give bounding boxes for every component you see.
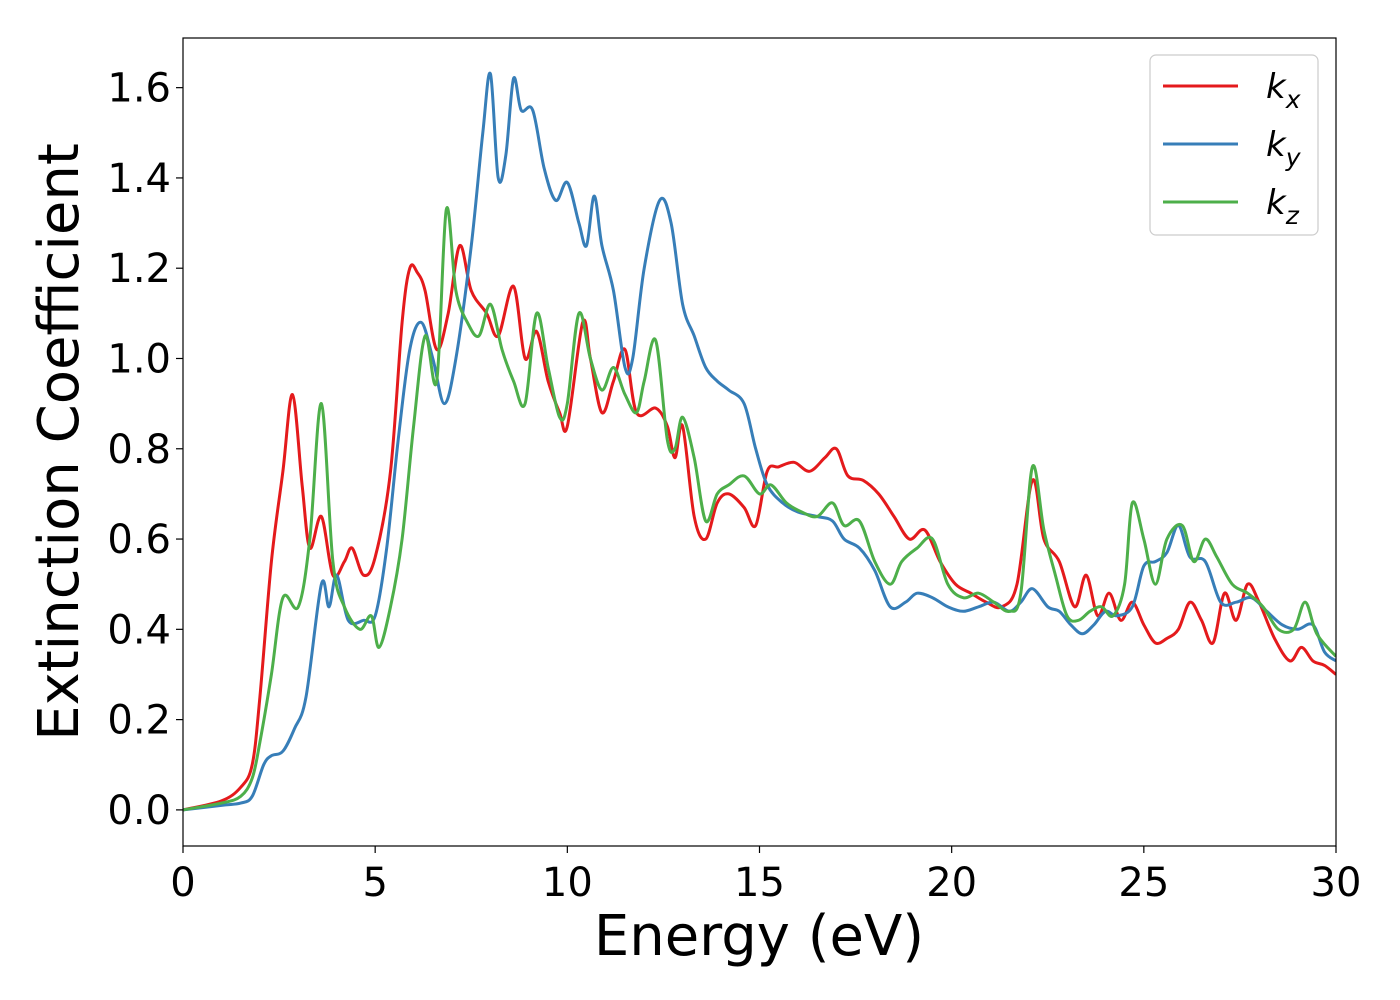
y-tick-label: 1.6 bbox=[107, 66, 171, 112]
series-line-ky bbox=[183, 71, 1336, 812]
x-tick-label: 15 bbox=[734, 860, 785, 906]
y-tick-label: 0.0 bbox=[107, 788, 171, 834]
x-tick-label: 10 bbox=[542, 860, 593, 906]
y-tick-label: 0.4 bbox=[107, 607, 171, 653]
x-tick-label: 5 bbox=[362, 860, 387, 906]
y-axis-label: Extinction Coefficient bbox=[27, 143, 92, 741]
y-tick-label: 0.2 bbox=[107, 698, 171, 744]
y-axis-ticks: 0.0 0.2 0.4 0.6 0.8 1.0 1.2 1.4 1.6 bbox=[107, 66, 183, 834]
y-tick-label: 1.2 bbox=[107, 246, 171, 292]
x-axis-label: Energy (eV) bbox=[594, 904, 924, 969]
x-tick-label: 30 bbox=[1311, 860, 1362, 906]
y-tick-label: 1.4 bbox=[107, 156, 171, 202]
x-tick-label: 0 bbox=[170, 860, 195, 906]
x-axis-ticks: 0 5 10 15 20 25 30 bbox=[170, 846, 1361, 906]
y-tick-label: 1.0 bbox=[107, 336, 171, 382]
y-tick-label: 0.8 bbox=[107, 427, 171, 473]
legend-label-ky: ky bbox=[1266, 125, 1302, 172]
plot-area bbox=[183, 38, 1336, 846]
legend: kx ky kz bbox=[1149, 54, 1319, 236]
legend-label-kx: kx bbox=[1266, 67, 1301, 114]
series-line-kz bbox=[183, 206, 1336, 812]
y-tick-label: 0.6 bbox=[107, 517, 171, 563]
series-line-kx bbox=[183, 244, 1336, 812]
x-tick-label: 25 bbox=[1118, 860, 1169, 906]
legend-label-kz: kz bbox=[1266, 183, 1300, 230]
x-tick-label: 20 bbox=[926, 860, 977, 906]
series-layer bbox=[183, 71, 1336, 812]
